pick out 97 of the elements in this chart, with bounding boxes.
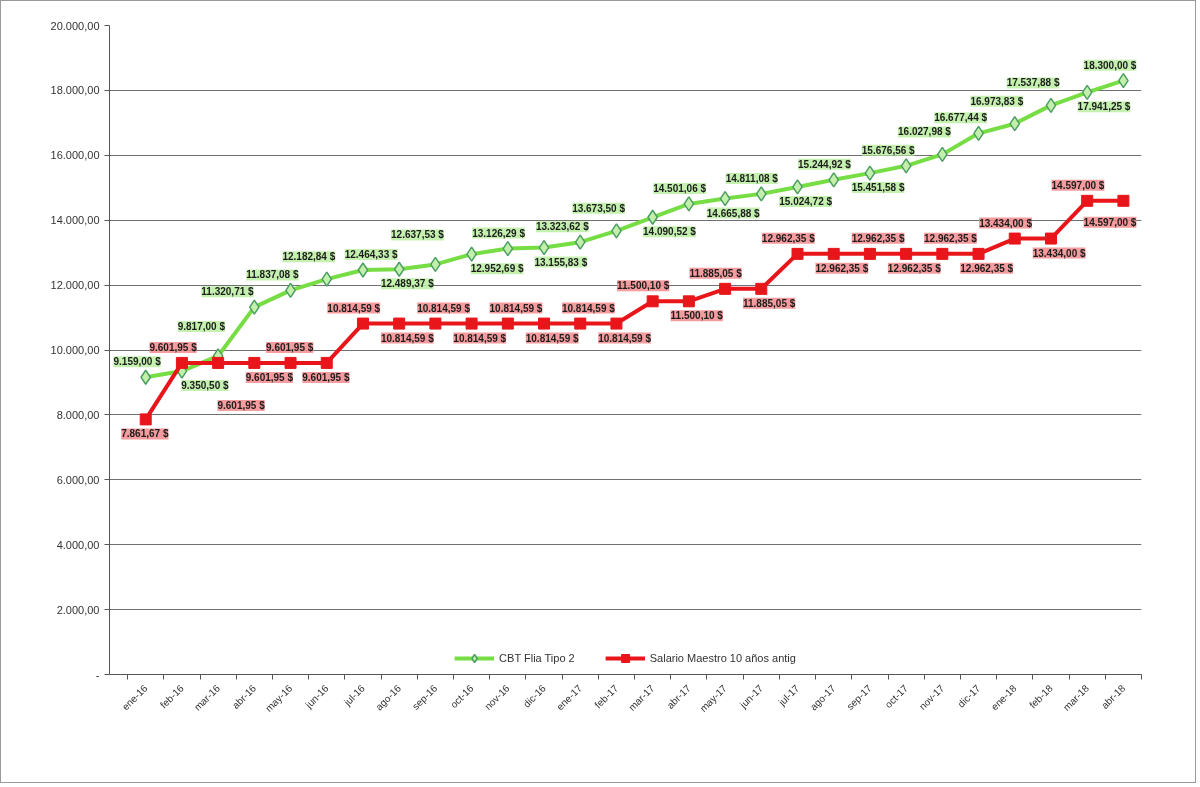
point <box>1008 232 1021 245</box>
data-label: 10.814,59 $ <box>380 332 435 344</box>
data-label: 9.601,95 $ <box>302 371 350 383</box>
data-label: 10.814,59 $ <box>417 302 471 314</box>
data-label: 9.817,00 $ <box>177 320 226 332</box>
data-label: 12.962,35 $ <box>960 262 1014 274</box>
data-label: 12.962,35 $ <box>851 232 905 244</box>
point <box>646 295 659 308</box>
point <box>682 295 695 308</box>
point <box>139 413 152 426</box>
y-tick-label: - <box>95 668 100 681</box>
data-label: 15.676,56 $ <box>861 144 916 156</box>
data-label: 15.244,92 $ <box>798 158 852 170</box>
legend-label: CBT Flia Tipo 2 <box>499 652 575 664</box>
data-label: 13.434,00 $ <box>1032 247 1086 259</box>
y-tick-label: 8.000,00 <box>56 408 100 421</box>
data-label: 12.962,35 $ <box>924 232 978 244</box>
data-label: 9.350,50 $ <box>181 380 229 392</box>
data-label: 11.500,10 $ <box>617 280 670 292</box>
data-label: 10.814,59 $ <box>598 332 652 344</box>
point <box>936 247 949 260</box>
data-label: 14.665,88 $ <box>706 207 761 219</box>
data-label: 7.861,67 $ <box>121 428 169 440</box>
point <box>248 356 261 369</box>
y-tick-label: 14.000,00 <box>50 214 100 227</box>
data-label: 12.489,37 $ <box>380 278 435 290</box>
point <box>284 356 297 369</box>
data-label: 14.597,00 $ <box>1051 179 1105 191</box>
point <box>429 317 442 330</box>
data-label: 13.673,50 $ <box>572 202 626 214</box>
point <box>574 317 587 330</box>
data-label: 17.537,88 $ <box>1006 77 1060 89</box>
point <box>791 247 804 260</box>
y-tick-label: 2.000,00 <box>56 603 100 616</box>
data-label: 14.597,00 $ <box>1083 216 1137 228</box>
data-label: 11.837,08 $ <box>246 269 299 281</box>
y-tick-label: 16.000,00 <box>50 149 100 162</box>
data-label: 12.637,53 $ <box>391 229 445 241</box>
data-label: 9.601,95 $ <box>149 341 198 353</box>
data-label: 11.885,05 $ <box>743 297 796 309</box>
data-label: 10.814,59 $ <box>525 332 580 344</box>
data-label: 11.885,05 $ <box>689 267 743 279</box>
data-label: 12.952,69 $ <box>470 263 524 275</box>
point <box>501 317 514 330</box>
point <box>863 247 876 260</box>
data-label: 9.601,95 $ <box>245 371 294 383</box>
point <box>465 317 478 330</box>
data-label: 18.300,00 $ <box>1083 59 1137 71</box>
data-label: 16.677,44 $ <box>934 112 988 124</box>
data-label: 10.814,59 $ <box>489 302 543 314</box>
point <box>212 356 225 369</box>
data-label: 17.941,25 $ <box>1077 101 1131 113</box>
data-label: 12.962,35 $ <box>815 262 869 274</box>
point <box>538 317 551 330</box>
point <box>972 247 985 260</box>
point <box>1117 194 1130 207</box>
data-label: 14.090,52 $ <box>643 226 697 238</box>
point <box>900 247 913 260</box>
y-tick-label: 6.000,00 <box>56 473 100 486</box>
data-label: 13.323,62 $ <box>535 221 590 233</box>
data-label: 12.464,33 $ <box>344 249 398 261</box>
data-label: 11.320,71 $ <box>201 286 255 298</box>
data-label: 13.126,29 $ <box>472 227 526 239</box>
data-label: 10.814,59 $ <box>327 302 381 314</box>
data-label: 15.024,72 $ <box>779 195 833 207</box>
data-label: 10.814,59 $ <box>561 302 616 314</box>
y-tick-label: 18.000,00 <box>50 84 100 97</box>
point <box>610 317 623 330</box>
data-label: 13.434,00 $ <box>979 217 1033 229</box>
data-label: 9.159,00 $ <box>113 356 162 368</box>
point <box>393 317 406 330</box>
data-label: 14.501,06 $ <box>653 182 707 194</box>
y-tick-label: 10.000,00 <box>50 344 100 356</box>
point <box>827 247 840 260</box>
point <box>1081 194 1094 207</box>
data-label: 12.182,84 $ <box>282 251 336 263</box>
point <box>1044 232 1057 245</box>
y-tick-label: 4.000,00 <box>56 538 100 551</box>
data-label: 13.155,83 $ <box>534 256 588 268</box>
legend-label: Salario Maestro 10 años antig <box>649 652 796 664</box>
data-label: 15.451,58 $ <box>851 182 905 194</box>
point <box>356 317 369 330</box>
point <box>175 356 188 369</box>
point <box>755 282 768 295</box>
data-label: 14.811,08 $ <box>725 172 779 184</box>
data-label: 9.601,95 $ <box>266 341 314 353</box>
data-label: 16.973,83 $ <box>970 95 1024 107</box>
data-label: 10.814,59 $ <box>453 332 507 344</box>
data-label: 11.500,10 $ <box>670 310 724 322</box>
data-label: 12.962,35 $ <box>887 262 942 274</box>
data-label: 9.601,95 $ <box>217 399 266 411</box>
point <box>719 282 732 295</box>
data-label: 16.027,98 $ <box>898 126 952 138</box>
point <box>320 356 333 369</box>
y-tick-label: 12.000,00 <box>50 279 100 292</box>
data-label: 12.962,35 $ <box>761 232 816 244</box>
y-tick-label: 20.000,00 <box>50 19 100 32</box>
